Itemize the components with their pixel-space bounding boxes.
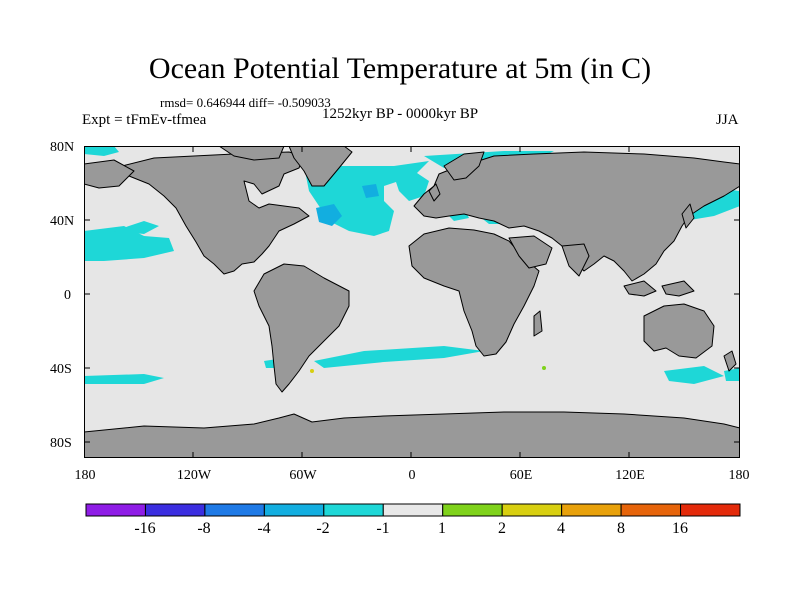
legend-swatch [204,503,265,517]
stats-text: rmsd= 0.646944 diff= -0.509033 [160,95,331,110]
legend-label-neg16: -16 [134,520,156,537]
strong-cooling-layer [316,184,379,226]
legend-label-4: 4 [557,520,565,537]
warm-spot-indian [542,366,546,370]
lat-label-0: 0 [64,288,71,303]
africa [408,227,540,357]
lon-label-180w: 180 [74,468,96,483]
map-title: Ocean Potential Temperature at 5m (in C) [148,52,652,85]
alaska [84,159,135,189]
legend-swatch [620,503,682,517]
legend-label-neg4: -4 [257,520,271,537]
lon-label-120e: 120E [615,468,645,483]
land-layer [84,146,740,458]
lat-label-40s: 40S [50,362,72,377]
south-america [253,263,350,393]
legend-label-neg8: -8 [197,520,211,537]
legend-swatch [144,503,206,517]
lat-label-80s: 80S [50,436,72,451]
lon-label-60e: 60E [509,468,533,483]
plot-frame [84,146,740,458]
legend-swatch [85,503,146,517]
legend-label-neg1: -1 [376,520,390,537]
legend-label-2: 2 [498,520,506,537]
legend-swatch [323,503,384,517]
lon-label-0: 0 [408,468,416,483]
world-map [84,146,740,458]
legend-swatch [680,503,741,517]
legend-swatch [263,503,325,517]
warm-spot-south-atlantic [310,369,314,373]
legend-swatch [501,503,563,517]
legend-swatch [382,503,444,517]
lat-label-40n: 40N [50,214,75,229]
color-legend [85,503,741,517]
lat-label-80n: 80N [50,140,75,155]
legend-label-neg2: -2 [316,520,330,537]
greenland [288,146,353,187]
experiment-label: Expt = tFmEv-tfmea [82,112,207,128]
legend-swatch [561,503,622,517]
period-text: 1252kyr BP - 0000kyr BP [322,106,479,122]
antarctica [84,411,740,458]
season-label: JJA [716,112,739,128]
australia [643,303,715,359]
legend-swatch [442,503,503,517]
lon-label-180e: 180 [728,468,750,483]
legend-label-1: 1 [438,520,446,537]
legend-label-8: 8 [617,520,625,537]
legend-label-16: 16 [672,520,688,537]
lon-label-120w: 120W [176,468,212,483]
lon-label-60w: 60W [289,468,317,483]
eurasia [413,151,740,282]
